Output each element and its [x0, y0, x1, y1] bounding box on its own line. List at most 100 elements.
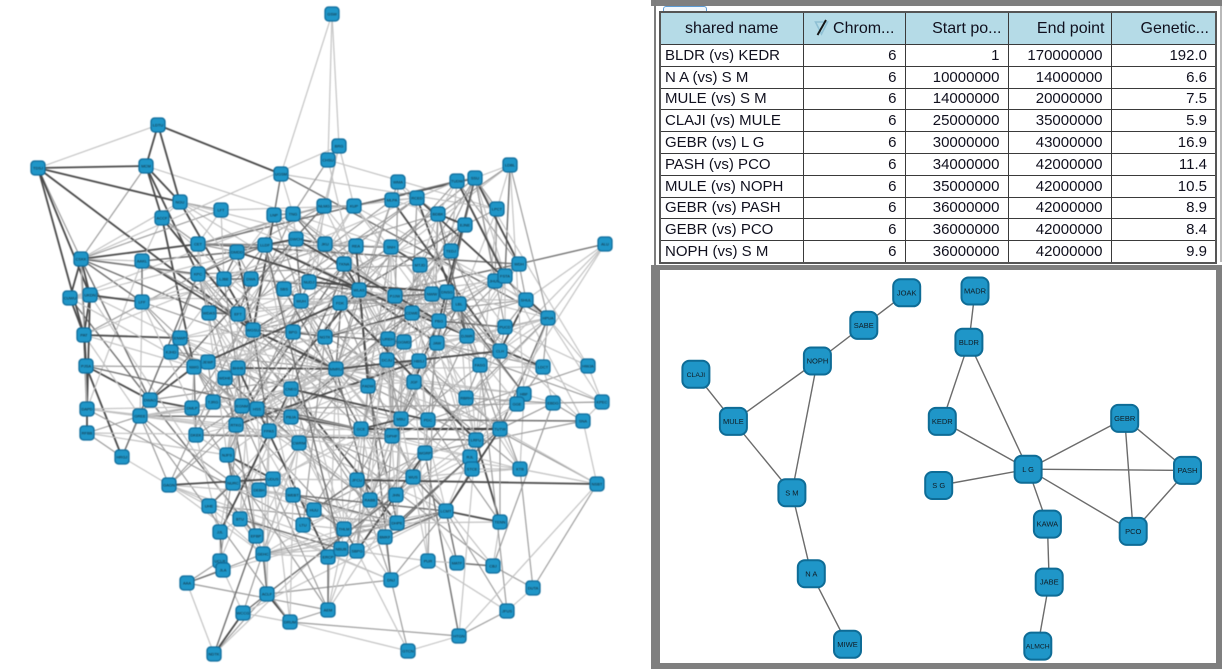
- svg-text:TUDW: TUDW: [451, 179, 463, 184]
- svg-text:SNA: SNA: [579, 419, 588, 424]
- svg-text:WLAS: WLAS: [353, 288, 365, 293]
- svg-text:FASG: FASG: [475, 363, 486, 368]
- svg-text:ERCP: ERCP: [322, 555, 333, 560]
- svg-text:JOAK: JOAK: [897, 288, 917, 297]
- svg-text:JGF: JGF: [410, 380, 418, 385]
- svg-text:GEBR: GEBR: [1114, 414, 1136, 423]
- svg-text:MTJD: MTJD: [415, 263, 426, 268]
- svg-text:RTKG: RTKG: [230, 423, 241, 428]
- svg-text:FPAS: FPAS: [264, 429, 274, 434]
- svg-text:EBDG: EBDG: [547, 401, 558, 406]
- svg-text:JJL: JJL: [217, 530, 224, 535]
- svg-text:MADR: MADR: [964, 287, 987, 296]
- svg-text:S G: S G: [932, 481, 945, 490]
- svg-text:DHPE: DHPE: [391, 521, 402, 526]
- svg-text:JAW: JAW: [433, 341, 442, 346]
- svg-text:DJWR: DJWR: [461, 334, 473, 339]
- svg-text:STCE: STCE: [467, 467, 478, 472]
- svg-text:KPC: KPC: [194, 272, 202, 277]
- svg-text:RABB: RABB: [365, 498, 376, 503]
- svg-text:CUWU: CUWU: [64, 296, 77, 301]
- svg-text:ALU: ALU: [601, 242, 609, 247]
- svg-text:AAKL: AAKL: [137, 259, 148, 264]
- svg-text:SBS: SBS: [280, 287, 288, 292]
- svg-text:L G: L G: [1022, 465, 1034, 474]
- svg-text:WEBT: WEBT: [287, 493, 299, 498]
- svg-text:BRG: BRG: [335, 144, 344, 149]
- svg-text:WUH: WUH: [296, 299, 306, 304]
- svg-text:GWCH: GWCH: [290, 237, 303, 242]
- svg-text:MULE: MULE: [723, 417, 744, 426]
- svg-text:HBF: HBF: [520, 392, 529, 397]
- svg-text:NWW: NWW: [427, 292, 438, 297]
- svg-text:NGTK: NGTK: [319, 335, 330, 340]
- svg-text:BTU: BTU: [236, 517, 244, 522]
- svg-text:LRFU: LRFU: [471, 438, 482, 443]
- svg-text:CNEG: CNEG: [285, 387, 297, 392]
- svg-text:S M: S M: [785, 488, 798, 497]
- svg-text:RCED: RCED: [411, 196, 422, 201]
- svg-text:UKDN: UKDN: [84, 293, 95, 298]
- svg-text:PAT: PAT: [80, 333, 88, 338]
- svg-text:JFCU: JFCU: [352, 478, 362, 483]
- svg-text:GAGN: GAGN: [163, 483, 175, 488]
- svg-text:LDBL: LDBL: [505, 163, 516, 168]
- svg-text:LNP: LNP: [270, 213, 278, 218]
- svg-text:HSS: HSS: [253, 407, 262, 412]
- svg-text:BPG: BPG: [289, 330, 297, 335]
- svg-text:MATF: MATF: [452, 561, 463, 566]
- svg-text:TUTW: TUTW: [494, 427, 506, 432]
- svg-text:HTGN: HTGN: [453, 634, 464, 639]
- svg-text:JLA: JLA: [220, 568, 227, 573]
- svg-text:BDBK: BDBK: [433, 212, 444, 217]
- svg-text:DWAG: DWAG: [144, 398, 156, 403]
- svg-text:CHSU: CHSU: [322, 158, 333, 163]
- svg-text:DUTA: DUTA: [528, 586, 539, 591]
- svg-text:TEDJ: TEDJ: [446, 249, 456, 254]
- svg-text:PCO: PCO: [1125, 527, 1141, 536]
- svg-text:BMKF: BMKF: [379, 535, 391, 540]
- svg-text:ACLF: ACLF: [262, 592, 273, 597]
- svg-text:WCCG: WCCG: [237, 611, 250, 616]
- svg-text:NURC: NURC: [227, 481, 239, 486]
- svg-text:LCMT: LCMT: [441, 509, 452, 514]
- svg-text:BHHB: BHHB: [232, 366, 243, 371]
- svg-text:JKU: JKU: [321, 242, 329, 247]
- svg-text:MBU: MBU: [397, 417, 406, 422]
- svg-text:WGRP: WGRP: [419, 451, 432, 456]
- svg-text:PDC: PDC: [424, 418, 433, 423]
- svg-text:WGSU: WGSU: [247, 328, 260, 333]
- svg-text:CWRM: CWRM: [293, 441, 306, 446]
- svg-text:FSTA: FSTA: [500, 274, 510, 279]
- svg-text:UHE: UHE: [205, 504, 214, 509]
- svg-text:ACCF: ACCF: [157, 216, 168, 221]
- svg-text:GEHC: GEHC: [257, 552, 269, 557]
- svg-text:SNH: SNH: [387, 245, 396, 250]
- svg-text:DKEK: DKEK: [191, 433, 202, 438]
- svg-text:TDSJ: TDSJ: [33, 166, 43, 171]
- svg-text:GGE: GGE: [513, 402, 522, 407]
- svg-text:LFF: LFF: [138, 300, 146, 305]
- svg-text:DNSG: DNSG: [441, 290, 453, 295]
- svg-text:UDUS: UDUS: [267, 477, 279, 482]
- svg-text:BLDR: BLDR: [959, 338, 980, 347]
- svg-text:TENN: TENN: [495, 520, 506, 525]
- svg-text:CBJ: CBJ: [489, 564, 497, 569]
- svg-text:DMLP: DMLP: [186, 406, 197, 411]
- svg-text:MLPA: MLPA: [387, 198, 398, 203]
- svg-text:WDH: WDH: [514, 262, 524, 267]
- svg-text:GSW: GSW: [327, 12, 337, 17]
- svg-text:DCJU: DCJU: [382, 358, 393, 363]
- svg-text:EFT: EFT: [234, 312, 242, 317]
- svg-text:UREH: UREH: [382, 337, 393, 342]
- svg-text:ALMCH: ALMCH: [1026, 644, 1050, 651]
- svg-text:HWJA: HWJA: [582, 364, 594, 369]
- svg-text:NGU: NGU: [176, 200, 185, 205]
- svg-text:HPUA: HPUA: [542, 316, 553, 321]
- svg-text:RBRH: RBRH: [460, 396, 471, 401]
- svg-text:PJSA: PJSA: [81, 364, 91, 369]
- svg-text:UCLR: UCLR: [215, 559, 226, 564]
- svg-text:SBPG: SBPG: [351, 549, 362, 554]
- svg-text:DMDD: DMDD: [231, 250, 243, 255]
- svg-text:LDCT: LDCT: [538, 365, 549, 370]
